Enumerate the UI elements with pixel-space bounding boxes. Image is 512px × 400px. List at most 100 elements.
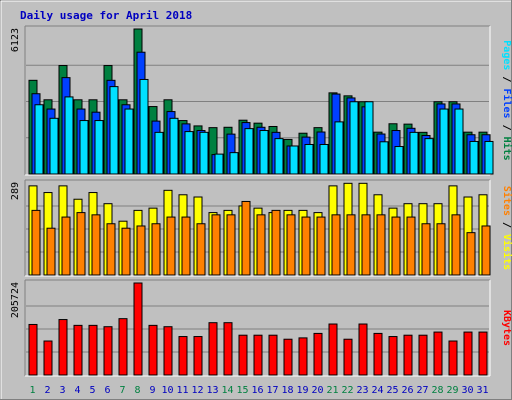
- x-tick-label-day-16: 16: [251, 385, 263, 396]
- bar-kbytes-day-14: [223, 322, 233, 376]
- bar-pages-day-22: [349, 101, 359, 175]
- x-tick-label-day-27: 27: [416, 385, 428, 396]
- x-tick-label-day-23: 23: [356, 385, 368, 396]
- x-tick-label-day-24: 24: [371, 385, 383, 396]
- bar-sites-day-2: [46, 227, 56, 276]
- x-tick-label-day-29: 29: [446, 385, 458, 396]
- bar-kbytes-day-16: [253, 334, 263, 376]
- bar-sites-day-15: [241, 200, 251, 276]
- x-tick-label-day-31: 31: [476, 385, 488, 396]
- bar-pages-day-8: [139, 78, 149, 175]
- bar-pages-day-1: [34, 104, 44, 175]
- bar-kbytes-day-11: [178, 336, 188, 376]
- x-tick-label-day-10: 10: [161, 385, 173, 396]
- bar-kbytes-day-8: [133, 282, 143, 376]
- series-legend: Sites / Visits: [501, 186, 512, 270]
- bar-sites-day-22: [346, 214, 356, 276]
- bar-pages-day-7: [124, 108, 134, 175]
- x-tick-label-day-30: 30: [461, 385, 473, 396]
- bar-kbytes-day-31: [478, 331, 488, 376]
- bar-kbytes-day-17: [268, 334, 278, 376]
- bar-kbytes-day-12: [193, 336, 203, 376]
- x-tick-label-day-8: 8: [134, 385, 140, 396]
- bar-kbytes-day-28: [433, 331, 443, 376]
- bar-sites-day-4: [76, 212, 86, 276]
- bar-sites-day-30: [466, 232, 476, 276]
- bar-sites-day-21: [331, 214, 341, 276]
- x-tick-label-day-22: 22: [341, 385, 353, 396]
- bar-pages-day-28: [439, 108, 449, 175]
- bar-pages-day-9: [154, 131, 164, 175]
- bar-pages-day-20: [319, 143, 329, 175]
- bar-sites-day-26: [406, 216, 416, 276]
- bar-pages-day-4: [79, 120, 89, 175]
- bar-kbytes-day-21: [328, 323, 338, 376]
- legend-separator: /: [501, 119, 512, 137]
- bar-sites-day-7: [121, 227, 131, 276]
- x-tick-label-day-13: 13: [206, 385, 218, 396]
- x-tick-label-day-17: 17: [266, 385, 278, 396]
- bar-sites-day-9: [151, 223, 161, 276]
- bar-sites-day-6: [106, 223, 116, 276]
- bar-sites-day-17: [271, 209, 281, 276]
- bar-pages-day-11: [184, 131, 194, 175]
- x-tick-label-day-9: 9: [149, 385, 155, 396]
- x-tick-label-day-4: 4: [74, 385, 80, 396]
- bar-kbytes-day-4: [73, 324, 83, 376]
- bar-kbytes-day-3: [58, 319, 68, 376]
- bar-kbytes-day-30: [463, 331, 473, 376]
- bar-sites-day-14: [226, 214, 236, 276]
- y-max-label: 289: [10, 182, 21, 200]
- bar-kbytes-day-15: [238, 334, 248, 376]
- bar-sites-day-16: [256, 214, 266, 276]
- bar-sites-day-20: [316, 216, 326, 276]
- bar-sites-day-28: [436, 223, 446, 276]
- bar-kbytes-day-19: [298, 337, 308, 376]
- bar-sites-day-11: [181, 216, 191, 276]
- bar-pages-day-17: [274, 138, 284, 175]
- x-tick-label-day-7: 7: [119, 385, 125, 396]
- bar-pages-day-16: [259, 130, 269, 175]
- bar-pages-day-13: [214, 153, 224, 175]
- x-tick-label-day-3: 3: [59, 385, 65, 396]
- panel-visits-sites: 289 Sites / Visits: [10, 179, 512, 277]
- y-max-label: 6123: [10, 28, 21, 52]
- bar-kbytes-day-24: [373, 332, 383, 376]
- legend-files: Files: [501, 88, 512, 118]
- bar-kbytes-day-9: [148, 324, 158, 376]
- bar-kbytes-day-1: [28, 323, 38, 376]
- bar-kbytes-day-26: [403, 334, 413, 376]
- bar-kbytes-day-23: [358, 323, 368, 376]
- x-tick-label-day-25: 25: [386, 385, 398, 396]
- legend-visits: Visits: [501, 234, 512, 270]
- bar-pages-day-29: [454, 108, 464, 175]
- bar-pages-day-26: [409, 131, 419, 175]
- bar-pages-day-23: [364, 101, 374, 175]
- bar-kbytes-day-2: [43, 340, 53, 376]
- chart-panels: 6123 Pages / Files / Hits 289 Sites / Visit…: [10, 25, 512, 377]
- bar-pages-day-10: [169, 117, 179, 175]
- x-tick-label-day-14: 14: [221, 385, 233, 396]
- bar-pages-day-5: [94, 120, 104, 175]
- bar-pages-day-25: [394, 146, 404, 175]
- bar-kbytes-day-13: [208, 322, 218, 376]
- bar-pages-day-6: [109, 86, 119, 175]
- panel-hits-files-pages: 6123 Pages / Files / Hits: [10, 25, 512, 176]
- legend-separator: /: [501, 216, 512, 234]
- bar-sites-day-18: [286, 214, 296, 276]
- x-tick-label-day-20: 20: [311, 385, 323, 396]
- x-tick-label-day-19: 19: [296, 385, 308, 396]
- panel-kbytes: 205724 KBytes: [10, 279, 512, 377]
- x-tick-label-day-1: 1: [29, 385, 35, 396]
- legend-sites: Sites: [501, 186, 512, 216]
- bar-kbytes-day-18: [283, 338, 293, 376]
- bar-sites-day-1: [31, 209, 41, 276]
- bar-sites-day-31: [481, 225, 491, 276]
- bar-kbytes-day-27: [418, 334, 428, 376]
- x-tick-label-day-12: 12: [191, 385, 203, 396]
- bar-pages-day-15: [244, 128, 254, 175]
- bar-sites-day-5: [91, 214, 101, 276]
- bar-pages-day-24: [379, 141, 389, 175]
- x-tick-label-day-26: 26: [401, 385, 413, 396]
